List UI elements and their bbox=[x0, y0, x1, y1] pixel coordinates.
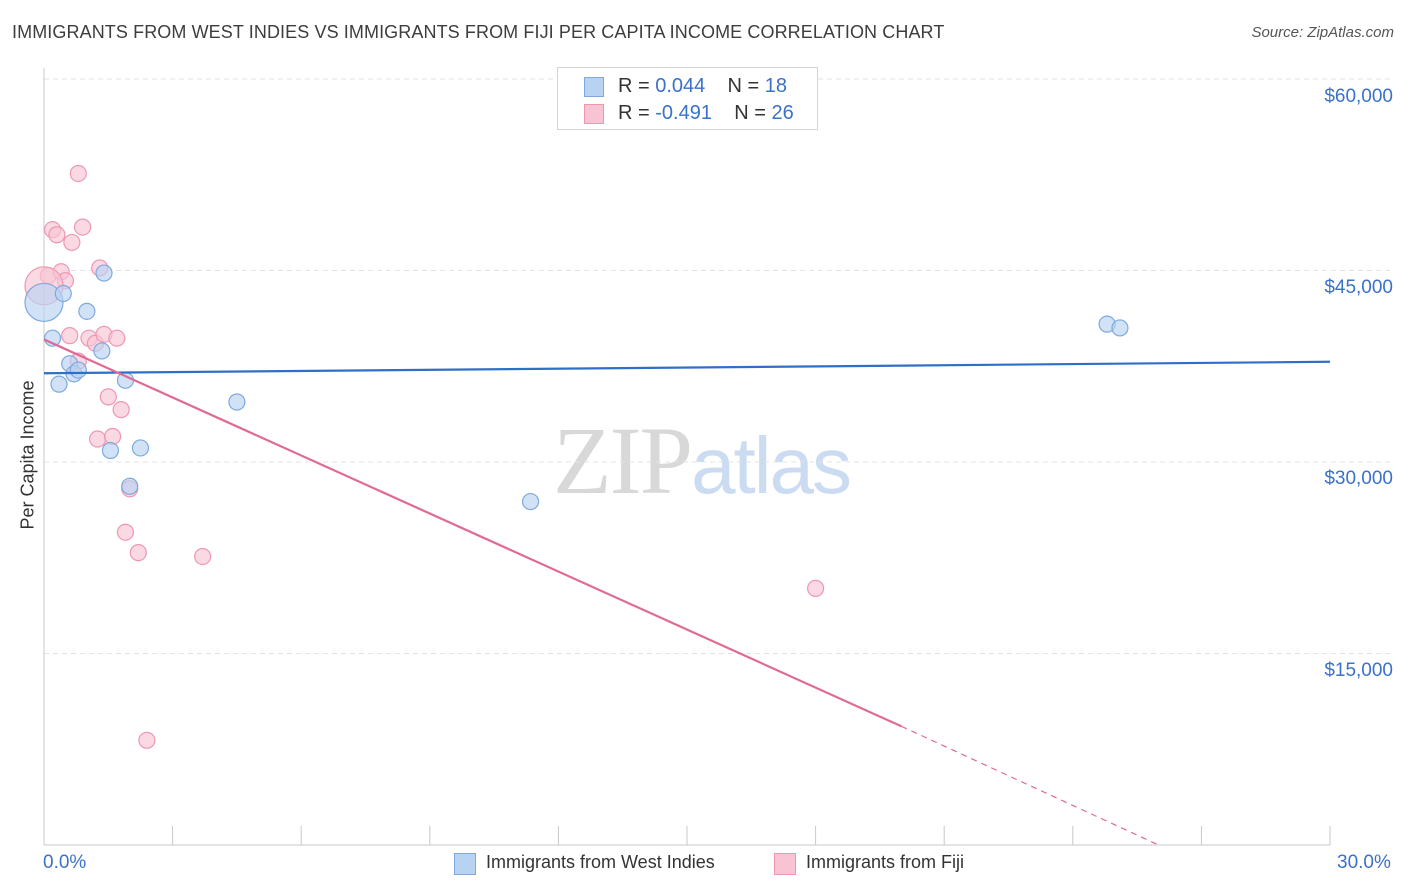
chart-title: IMMIGRANTS FROM WEST INDIES VS IMMIGRANT… bbox=[12, 22, 945, 42]
west-indies-point bbox=[69, 361, 87, 379]
west-indies-point bbox=[95, 264, 113, 282]
chart-source: Source: ZipAtlas.com bbox=[1251, 24, 1394, 41]
fiji-trendline bbox=[43, 338, 902, 728]
y-tick-label: $45,000 bbox=[1324, 277, 1393, 298]
y-tick-label: $60,000 bbox=[1324, 86, 1393, 107]
fiji-point bbox=[48, 226, 66, 244]
watermark-zip: ZIP bbox=[553, 407, 693, 514]
west-indies-point bbox=[50, 375, 68, 393]
fiji-point bbox=[88, 430, 107, 448]
legend-n-label: N = bbox=[734, 102, 766, 124]
legend-r-label: R = bbox=[618, 75, 650, 97]
west-indies-point bbox=[228, 393, 246, 411]
west-indies-point bbox=[101, 441, 120, 460]
legend-label-west-indies: Immigrants from West Indies bbox=[486, 852, 715, 872]
legend-stats: R = -0.491 N = 26 bbox=[618, 102, 794, 125]
legend-label-fiji: Immigrants from Fiji bbox=[806, 852, 965, 872]
legend-swatch-blue bbox=[584, 77, 604, 97]
west-indies-point bbox=[121, 477, 139, 495]
west-indies-point bbox=[54, 284, 72, 303]
fiji-point bbox=[194, 547, 212, 566]
fiji-trendline-extrapolated bbox=[901, 725, 1159, 846]
fiji-point bbox=[69, 164, 87, 183]
fiji-point bbox=[103, 427, 122, 446]
fiji-point bbox=[63, 233, 81, 252]
west-indies-point bbox=[93, 342, 111, 360]
y-tick-label: $30,000 bbox=[1324, 468, 1393, 489]
fiji-point bbox=[129, 544, 147, 562]
y-axis-label: Per Capita Income bbox=[17, 380, 38, 530]
x-tick-label-max: 30.0% bbox=[1337, 852, 1391, 873]
y-tick-label: $15,000 bbox=[1324, 660, 1393, 681]
fiji-point bbox=[108, 329, 126, 347]
west-indies-point bbox=[131, 439, 150, 457]
legend-r-value: 0.044 bbox=[655, 75, 706, 97]
legend-swatch-blue bbox=[454, 853, 476, 875]
watermark-atlas: atlas bbox=[691, 421, 852, 510]
legend-swatch-pink bbox=[584, 104, 604, 124]
fiji-point bbox=[99, 388, 117, 406]
fiji-point bbox=[138, 731, 156, 749]
legend-n-value: 26 bbox=[771, 102, 794, 124]
watermark: ZIPatlas bbox=[553, 405, 852, 516]
legend-n-label: N = bbox=[727, 75, 760, 97]
fiji-point bbox=[806, 579, 825, 597]
west-indies-point bbox=[521, 492, 540, 511]
x-tick-label-min: 0.0% bbox=[43, 852, 87, 873]
fiji-point bbox=[61, 327, 79, 345]
west-indies-point bbox=[1111, 319, 1129, 337]
legend-r-label: R = bbox=[618, 102, 650, 124]
fiji-point bbox=[112, 401, 130, 419]
fiji-point bbox=[73, 218, 92, 236]
legend-r-value: -0.491 bbox=[655, 102, 712, 124]
west-indies-point bbox=[24, 282, 64, 323]
fiji-point bbox=[116, 523, 135, 541]
west-indies-point bbox=[78, 302, 96, 320]
legend-stats: R = 0.044 N = 18 bbox=[618, 75, 787, 98]
west-indies-trendline bbox=[43, 360, 1331, 375]
correlation-legend: R = 0.044 N = 18 R = -0.491 N = 26 bbox=[557, 67, 818, 130]
legend-swatch-pink bbox=[774, 853, 796, 875]
legend-n-value: 18 bbox=[764, 75, 788, 97]
